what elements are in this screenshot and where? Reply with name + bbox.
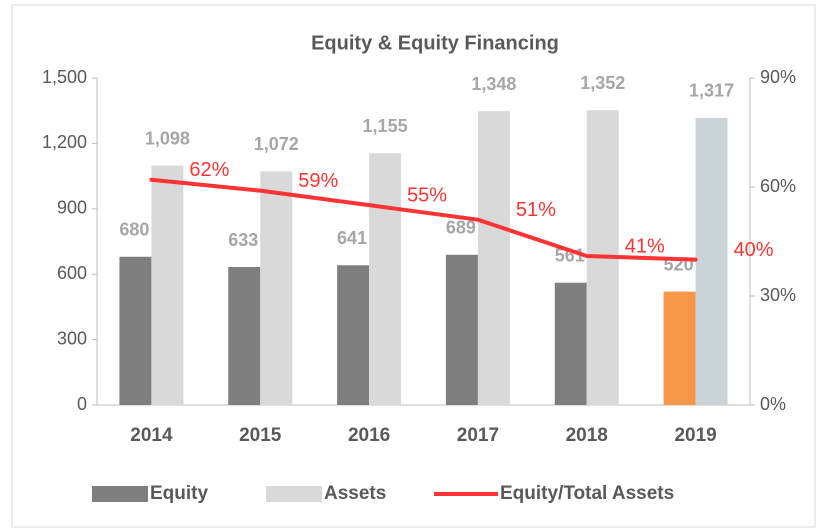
line-value-label: 55%: [407, 184, 447, 206]
y2-tick-label: 0%: [760, 394, 786, 414]
bar-value-label: 689: [446, 218, 476, 238]
bar-value-label: 641: [337, 228, 367, 248]
line: [149, 177, 698, 262]
line-value-label: 62%: [189, 159, 229, 181]
bar-value-label: 1,155: [363, 116, 408, 136]
chart-title: Equity & Equity Financing: [311, 32, 559, 54]
bar: [119, 256, 152, 405]
y-tick-label: 1,500: [42, 67, 87, 87]
y2-tick-label: 90%: [760, 67, 796, 87]
bar-value-label: 633: [228, 230, 258, 250]
x-tick-label: 2019: [674, 425, 716, 446]
legend-label: Equity: [150, 483, 208, 504]
x-tick-label: 2015: [239, 425, 282, 446]
bar-value-label: 1,317: [689, 81, 734, 101]
bar-value-label: 1,072: [254, 134, 299, 154]
bar: [337, 265, 370, 405]
bar: [445, 254, 478, 405]
bar-value-label: 1,348: [471, 74, 516, 94]
y2-tick-label: 60%: [760, 176, 796, 196]
y-tick-label: 900: [57, 198, 87, 218]
line-value-label: 40%: [734, 239, 774, 261]
x-tick-label: 2016: [348, 425, 390, 446]
x-tick-label: 2014: [130, 425, 173, 446]
bar: [151, 165, 184, 405]
bar: [554, 282, 587, 405]
y2-tick-label: 30%: [760, 285, 796, 305]
line-value-label: 51%: [516, 199, 556, 221]
legend-swatch: [266, 486, 322, 502]
bar: [260, 171, 293, 405]
y-tick-label: 600: [57, 263, 87, 283]
bar-value-label: 561: [555, 245, 585, 265]
legend-swatch: [92, 486, 148, 502]
bar-value-label: 680: [119, 220, 149, 240]
bar: [663, 291, 696, 405]
bar-value-label: 1,098: [145, 128, 190, 148]
legend-label: Assets: [324, 483, 386, 504]
bar-value-label: 1,352: [580, 73, 625, 93]
line-value-label: 59%: [298, 170, 338, 192]
bar: [695, 117, 728, 406]
x-tick-label: 2018: [566, 425, 608, 446]
y-tick-label: 1,200: [42, 132, 87, 152]
bar: [369, 153, 402, 405]
x-tick-label: 2017: [457, 425, 499, 446]
bar: [228, 267, 261, 405]
legend-label: Equity/Total Assets: [500, 483, 674, 504]
bar: [477, 111, 510, 406]
line-value-label: 41%: [625, 235, 665, 257]
y-tick-label: 0: [77, 394, 87, 414]
y-tick-label: 300: [57, 328, 87, 348]
